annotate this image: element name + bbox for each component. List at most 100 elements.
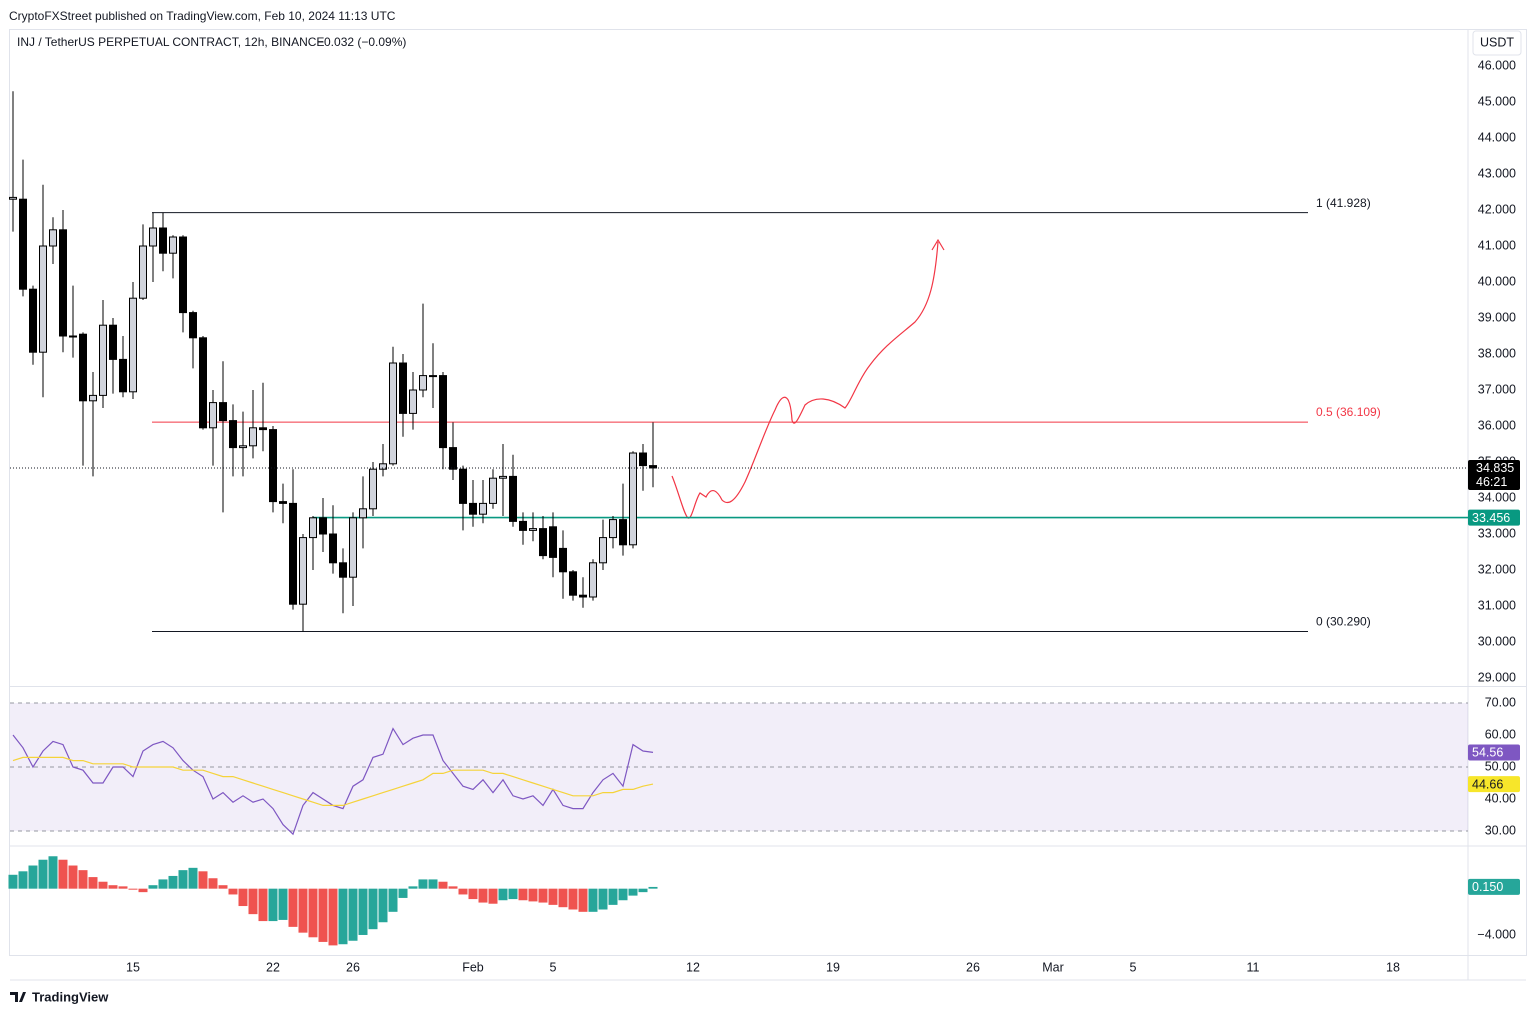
y-tick-label: 38.000 — [1478, 346, 1516, 360]
candle-body — [289, 502, 297, 605]
candle — [209, 390, 217, 466]
histogram-bar — [378, 888, 388, 923]
candle-body — [169, 236, 177, 254]
candle-body — [529, 528, 537, 531]
candle — [399, 354, 407, 437]
x-tick-label: 5 — [1130, 960, 1137, 974]
candle — [109, 318, 117, 394]
candle-body — [399, 362, 407, 414]
candle — [379, 444, 387, 477]
histogram-bar — [488, 888, 498, 904]
candle — [189, 310, 197, 369]
histogram-bar — [258, 888, 268, 922]
brand: TradingView — [32, 989, 109, 1004]
histogram-bar — [368, 888, 378, 930]
candle-body — [249, 427, 257, 447]
histogram-bar — [418, 879, 428, 889]
candle — [319, 498, 327, 552]
candle — [39, 184, 47, 398]
candle-body — [429, 375, 437, 378]
candle — [89, 372, 97, 477]
candle-body — [189, 312, 197, 339]
histogram-bar — [158, 879, 168, 889]
candle — [149, 212, 157, 282]
candle-body — [539, 528, 547, 557]
x-tick-label: 18 — [1386, 960, 1400, 974]
currency-box[interactable] — [1472, 30, 1522, 56]
projection-arrow — [671, 238, 945, 519]
histogram-bar — [298, 888, 308, 933]
histogram-bar — [528, 888, 538, 902]
logo: TradingView — [10, 989, 109, 1004]
candle — [249, 390, 257, 459]
histogram-bar — [318, 888, 328, 942]
candle-body — [549, 526, 557, 558]
currency[interactable]: USDT — [1480, 35, 1514, 49]
candle-body — [209, 402, 217, 429]
candle-body — [419, 375, 427, 391]
candle-body — [599, 537, 607, 564]
candle — [479, 480, 487, 524]
histogram-bar — [478, 888, 488, 903]
rsi-value-label-box — [1468, 744, 1520, 761]
candle — [259, 382, 267, 452]
candle — [499, 444, 507, 516]
x-tick-label: 26 — [346, 960, 360, 974]
candle — [419, 303, 427, 398]
candle — [459, 465, 467, 531]
candle — [439, 372, 447, 470]
histogram-bar — [148, 885, 158, 889]
candle — [119, 336, 127, 398]
candle — [519, 512, 527, 545]
candle — [509, 454, 517, 527]
candle — [469, 480, 477, 527]
candle — [339, 548, 347, 614]
histogram-bar — [198, 871, 208, 889]
candle-body — [579, 594, 587, 598]
histogram-bar — [548, 888, 558, 905]
histogram-bar — [448, 886, 458, 889]
candle-body — [29, 288, 37, 353]
candle — [559, 530, 567, 599]
candle-body — [489, 477, 497, 504]
rsi-value-label-box — [1468, 776, 1520, 793]
histogram-bar — [628, 888, 638, 896]
candle — [19, 159, 27, 297]
candle-body — [309, 517, 317, 539]
candle-body — [449, 447, 457, 470]
candle — [539, 516, 547, 560]
candle — [279, 483, 287, 524]
indicator-line — [12, 756, 654, 806]
candle-body — [9, 196, 17, 200]
candle-body — [339, 562, 347, 578]
candle — [619, 483, 627, 556]
histogram-bar — [28, 865, 38, 889]
y-tick-label: 44.000 — [1478, 130, 1516, 144]
histogram-bar — [508, 888, 518, 900]
candle — [289, 469, 297, 610]
rsi-value-label: 54.56 — [1472, 746, 1503, 760]
histogram-value-label-box — [1468, 878, 1520, 895]
candle-body — [379, 463, 387, 470]
candle — [309, 516, 317, 570]
candle — [389, 346, 397, 466]
candle — [489, 469, 497, 509]
published-note: CryptoFXStreet published on TradingView.… — [9, 9, 396, 23]
candle-body — [49, 229, 57, 247]
frame — [9, 29, 1527, 981]
candle-body — [519, 520, 527, 531]
y-tick-label: 70.00 — [1485, 695, 1516, 709]
candle — [589, 559, 597, 601]
histogram-bar — [58, 859, 68, 889]
histogram-bar — [218, 885, 228, 889]
candle-body — [179, 236, 187, 314]
candle — [369, 462, 377, 516]
y-tick-label: 32.000 — [1478, 562, 1516, 576]
candle — [299, 534, 307, 632]
candle — [9, 91, 17, 232]
candle-body — [89, 394, 97, 402]
histogram-bar — [208, 878, 218, 889]
candle — [329, 505, 337, 574]
histogram-bar — [518, 888, 528, 901]
histogram-bar — [498, 888, 508, 901]
